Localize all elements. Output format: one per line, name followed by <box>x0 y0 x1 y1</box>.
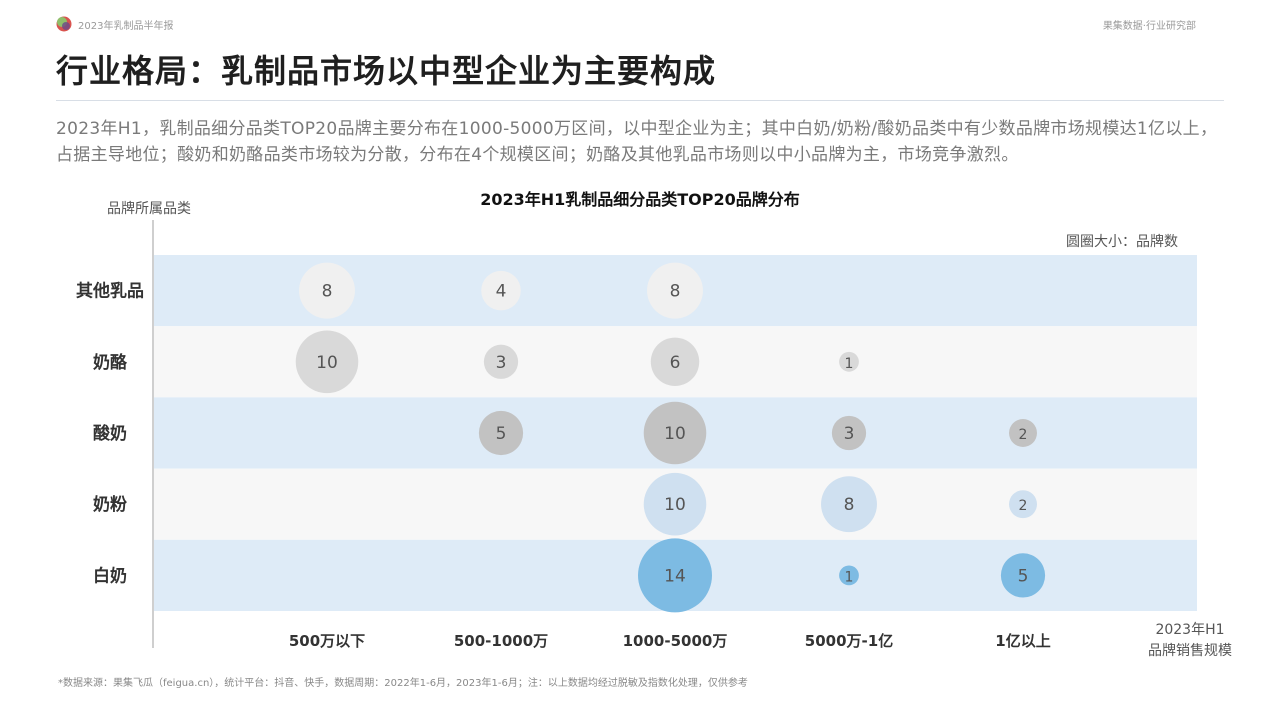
bubble-label: 8 <box>670 282 681 302</box>
bubble-label: 6 <box>670 353 681 373</box>
bubble <box>831 415 867 451</box>
bubble <box>1009 490 1037 519</box>
y-tick-label: 奶粉 <box>93 494 127 515</box>
bubble-label: 1 <box>845 356 854 372</box>
bubble <box>839 351 859 372</box>
logo-icon <box>56 16 72 32</box>
report-name: 2023年乳制品半年报 <box>78 21 174 32</box>
footnote: *数据来源：果集飞瓜（feigua.cn），统计平台：抖音、快手，数据周期：20… <box>58 678 748 689</box>
bubble <box>643 401 707 465</box>
bubble <box>483 344 519 379</box>
bubble-label: 10 <box>664 495 686 515</box>
bubble-label: 8 <box>322 282 333 302</box>
title-divider <box>56 100 1224 101</box>
bubble-label: 10 <box>316 353 338 373</box>
bubble <box>643 472 707 536</box>
bubble-size-note: 圆圈大小：品牌数 <box>1066 234 1178 250</box>
org-name: 果集数据·行业研究部 <box>1102 21 1196 32</box>
page-title: 行业格局：乳制品市场以中型企业为主要构成 <box>56 52 717 90</box>
x-tick-label: 500-1000万 <box>454 632 548 650</box>
bubble-label: 5 <box>1018 566 1029 586</box>
bubble <box>638 538 712 613</box>
x-tick-label: 1亿以上 <box>995 632 1050 650</box>
x-axis-label-line1: 2023年H1 <box>1155 622 1225 638</box>
top-bar: 2023年乳制品半年报 果集数据·行业研究部 <box>56 14 1196 36</box>
bubble-label: 3 <box>496 353 507 373</box>
summary-text: 2023年H1，乳制品细分品类TOP20品牌主要分布在1000-5000万区间，… <box>56 119 1218 165</box>
bubble-label: 1 <box>845 569 854 585</box>
y-tick-label: 酸奶 <box>93 423 127 444</box>
bubble-label: 4 <box>496 282 507 302</box>
y-tick-label: 其他乳品 <box>76 281 144 302</box>
bubble-label: 14 <box>664 566 686 586</box>
bubble-label: 8 <box>844 495 855 515</box>
bubble-label: 2 <box>1019 427 1028 443</box>
bubble <box>478 410 524 456</box>
bubble <box>650 337 700 387</box>
x-axis-label: 2023年H1 品牌销售规模 <box>1148 620 1232 662</box>
chart-title: 2023年H1乳制品细分品类TOP20品牌分布 <box>480 190 800 209</box>
bubble <box>647 262 703 319</box>
x-tick-label: 500万以下 <box>289 632 365 650</box>
y-tick-label: 奶酪 <box>93 352 128 373</box>
bubble-label: 2 <box>1019 498 1028 514</box>
bubble-label: 10 <box>664 424 686 444</box>
x-tick-label: 5000万-1亿 <box>805 632 893 650</box>
bubble <box>1009 419 1037 447</box>
bubble-label: 5 <box>496 424 507 444</box>
bubble <box>1000 553 1046 598</box>
bubble <box>839 565 859 586</box>
bubble <box>295 330 359 394</box>
bubble <box>821 476 877 533</box>
x-tick-label: 1000-5000万 <box>623 632 728 650</box>
bubble-label: 3 <box>844 424 855 444</box>
bubble <box>481 270 521 311</box>
y-axis-label: 品牌所属品类 <box>107 201 191 217</box>
x-axis-label-line2: 品牌销售规模 <box>1148 643 1232 659</box>
bubble <box>299 262 355 319</box>
y-tick-label: 白奶 <box>93 565 127 586</box>
